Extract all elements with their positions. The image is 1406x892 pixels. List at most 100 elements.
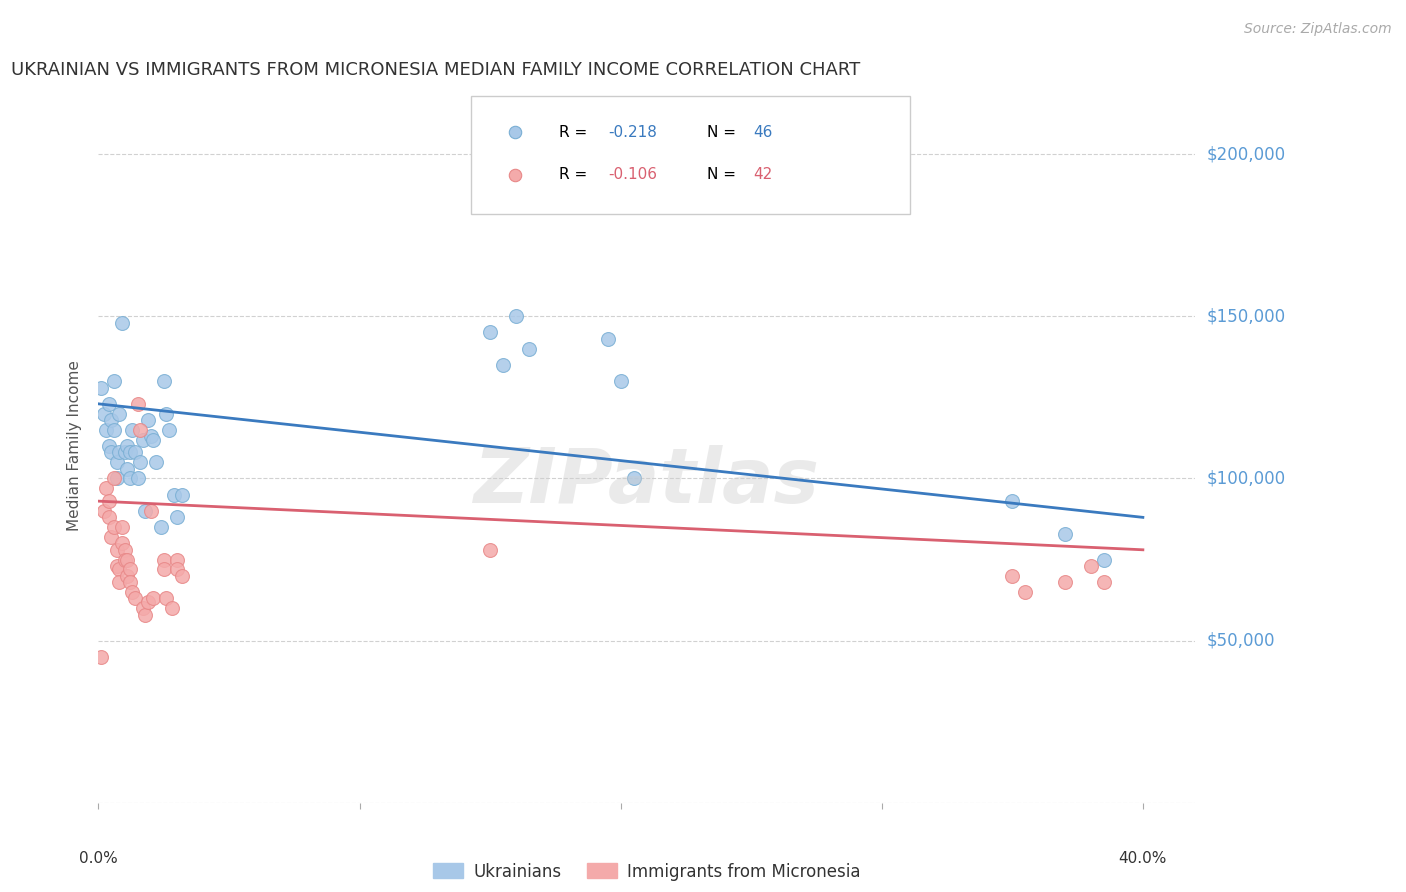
Point <box>103 471 125 485</box>
Point <box>166 562 188 576</box>
Text: -0.218: -0.218 <box>609 125 657 139</box>
FancyBboxPatch shape <box>471 96 910 214</box>
Point <box>152 552 174 566</box>
Point <box>103 520 125 534</box>
Point <box>90 381 112 395</box>
Point <box>114 445 136 459</box>
Point <box>142 591 165 606</box>
Point <box>479 326 502 340</box>
Point <box>157 423 180 437</box>
Point <box>129 455 152 469</box>
Point <box>1053 575 1076 590</box>
Point <box>127 471 149 485</box>
Point <box>100 445 122 459</box>
Point <box>124 591 146 606</box>
Point <box>93 504 115 518</box>
Point <box>105 542 128 557</box>
Point <box>134 504 156 518</box>
Text: $200,000: $200,000 <box>1206 145 1285 163</box>
Point <box>145 455 167 469</box>
Point <box>97 510 120 524</box>
Legend: Ukrainians, Immigrants from Micronesia: Ukrainians, Immigrants from Micronesia <box>427 856 866 888</box>
Point <box>170 488 193 502</box>
Point <box>132 433 155 447</box>
Point <box>108 445 131 459</box>
Point <box>166 510 188 524</box>
Point <box>118 445 141 459</box>
Point <box>100 530 122 544</box>
Text: ZIPatlas: ZIPatlas <box>474 445 820 518</box>
Point <box>1092 552 1115 566</box>
Point <box>93 407 115 421</box>
Point <box>121 423 143 437</box>
Text: $100,000: $100,000 <box>1206 469 1285 487</box>
Point <box>105 471 128 485</box>
Point <box>118 575 141 590</box>
Point <box>1014 585 1036 599</box>
Point <box>132 601 155 615</box>
Point <box>139 429 162 443</box>
Text: N =: N = <box>707 168 741 182</box>
Point <box>623 471 645 485</box>
Point <box>1053 526 1076 541</box>
Text: -0.106: -0.106 <box>609 168 658 182</box>
Point <box>517 342 540 356</box>
Point <box>152 374 174 388</box>
Point <box>127 397 149 411</box>
Point <box>108 575 131 590</box>
Point <box>139 504 162 518</box>
Point <box>136 595 159 609</box>
Point <box>1080 559 1102 574</box>
Point <box>142 433 165 447</box>
Point <box>111 536 134 550</box>
Point <box>115 568 138 582</box>
Point <box>97 397 120 411</box>
Point <box>111 520 134 534</box>
Point <box>170 568 193 582</box>
Point <box>100 413 122 427</box>
Point <box>1001 494 1024 508</box>
Point <box>96 423 118 437</box>
Point <box>505 310 527 324</box>
Point <box>492 358 515 372</box>
Point <box>103 423 125 437</box>
Point <box>111 316 134 330</box>
Point <box>155 591 177 606</box>
Text: Source: ZipAtlas.com: Source: ZipAtlas.com <box>1244 22 1392 37</box>
Text: $50,000: $50,000 <box>1206 632 1275 649</box>
Text: 46: 46 <box>754 125 772 139</box>
Point <box>129 423 152 437</box>
Point <box>166 552 188 566</box>
Point <box>97 439 120 453</box>
Y-axis label: Median Family Income: Median Family Income <box>67 360 83 532</box>
Point <box>97 494 120 508</box>
Point <box>1001 568 1024 582</box>
Point <box>118 471 141 485</box>
Point <box>115 461 138 475</box>
Point <box>114 542 136 557</box>
Point <box>596 332 619 346</box>
Point <box>479 542 502 557</box>
Point <box>1092 575 1115 590</box>
Point <box>103 374 125 388</box>
Point <box>1080 796 1102 810</box>
Point <box>1080 796 1102 810</box>
Point <box>96 481 118 495</box>
Point <box>163 488 186 502</box>
Text: 0.0%: 0.0% <box>79 852 118 866</box>
Point <box>609 374 631 388</box>
Point <box>155 407 177 421</box>
Point <box>105 559 128 574</box>
Point <box>118 562 141 576</box>
Point <box>90 649 112 664</box>
Text: 40.0%: 40.0% <box>1119 852 1167 866</box>
Text: R =: R = <box>560 168 592 182</box>
Point <box>124 445 146 459</box>
Point <box>108 407 131 421</box>
Point <box>160 601 183 615</box>
Point <box>105 455 128 469</box>
Point <box>108 562 131 576</box>
Point <box>136 413 159 427</box>
Point <box>150 520 173 534</box>
Text: R =: R = <box>560 125 592 139</box>
